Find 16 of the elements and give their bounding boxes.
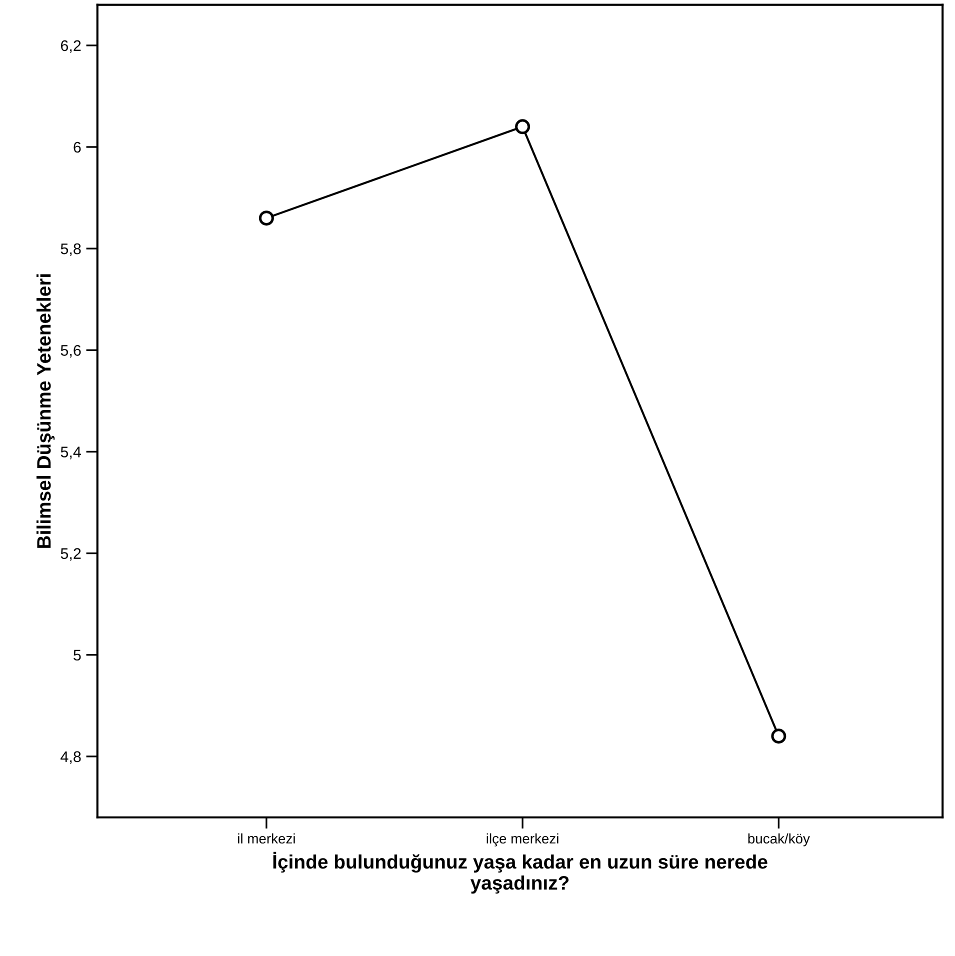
- x-tick-label: bucak/köy: [748, 833, 810, 846]
- x-axis-title: İçinde bulunduğunuz yaşa kadar en uzun süre nerede yaşadınız?: [273, 852, 768, 894]
- y-tick-label: 5,6: [60, 345, 81, 358]
- point: [771, 728, 786, 744]
- y-tick-label: 4,8: [60, 751, 81, 764]
- y-tick-label: 6,2: [60, 40, 81, 53]
- y-tick-label: 6: [74, 142, 81, 153]
- y-tick-label: 5,2: [60, 548, 81, 561]
- x-tick-label: ilçe merkezi: [486, 833, 558, 846]
- y-tick-label: 5,4: [60, 446, 81, 460]
- point: [258, 210, 274, 226]
- x-tick-label: il merkezi: [238, 833, 295, 844]
- point: [515, 119, 530, 134]
- y-tick-label: 5: [74, 650, 81, 661]
- y-axis-title: Bilimsel Düşünme Yetenekleri: [36, 274, 55, 548]
- y-tick-label: 5,8: [60, 243, 81, 256]
